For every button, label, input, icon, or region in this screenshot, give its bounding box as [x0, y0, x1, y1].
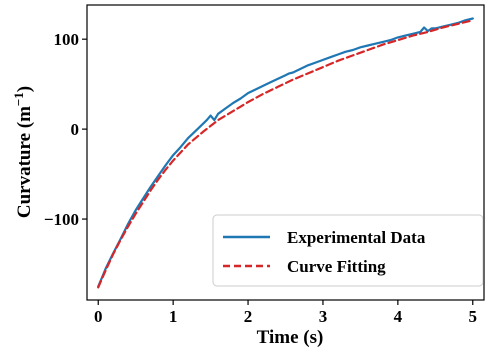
y-tick-label-0: −100	[44, 210, 79, 229]
x-tick-label-2: 2	[244, 307, 253, 326]
series-line-curve-fitting	[97, 19, 474, 289]
y-axis-ticks: −100 0 100	[44, 30, 87, 229]
y-tick-label-2: 100	[54, 30, 80, 49]
legend-box	[212, 214, 484, 287]
legend-label-experimental: Experimental Data	[287, 228, 426, 247]
legend-label-curve-fitting: Curve Fitting	[287, 257, 386, 276]
plot-area	[97, 17, 474, 289]
x-tick-label-0: 0	[94, 307, 103, 326]
x-tick-label-5: 5	[469, 307, 478, 326]
axes	[86, 4, 485, 301]
series-line-experimental-data	[97, 17, 474, 288]
y-tick-label-1: 0	[71, 120, 80, 139]
x-tick-label-3: 3	[319, 307, 328, 326]
x-axis-ticks: 0 1 2 3 4 5	[94, 300, 477, 326]
legend: Experimental Data Curve Fitting	[212, 214, 484, 287]
x-axis-title: Time (s)	[257, 327, 324, 348]
x-tick-label-4: 4	[394, 307, 403, 326]
x-tick-label-1: 1	[169, 307, 178, 326]
axes-frame	[86, 4, 485, 301]
y-axis-title: Curvature (m−1)	[11, 86, 35, 218]
